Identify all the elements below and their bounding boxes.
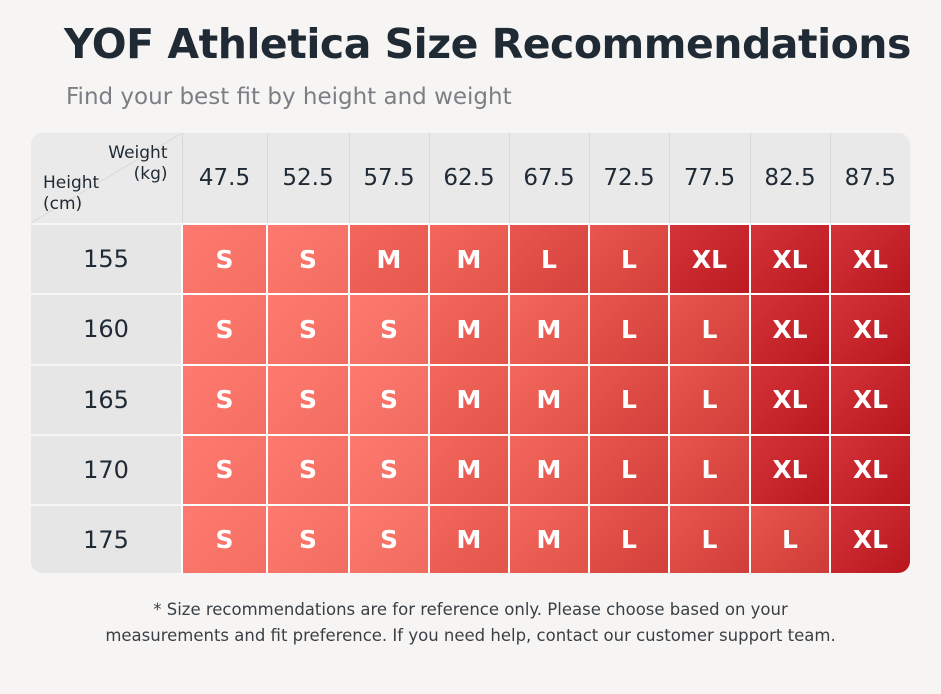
weight-column-header: 82.5 bbox=[749, 133, 830, 224]
footnote: * Size recommendations are for reference… bbox=[0, 597, 941, 649]
size-cell: M bbox=[428, 504, 509, 573]
size-cell: M bbox=[508, 363, 589, 435]
size-cell: XL bbox=[749, 363, 830, 435]
size-cell: S bbox=[348, 293, 429, 365]
height-axis-label: Height (cm) bbox=[43, 173, 99, 215]
size-cell: L bbox=[588, 363, 669, 435]
height-row-header: 165 bbox=[31, 363, 182, 435]
weight-unit: (kg) bbox=[133, 164, 168, 184]
size-cell: L bbox=[668, 293, 750, 365]
weight-label: Weight bbox=[108, 143, 168, 163]
height-row-header: 175 bbox=[31, 504, 182, 573]
table-row: 165 S S S M M L L XL XL bbox=[31, 363, 910, 435]
size-cell: XL bbox=[749, 222, 830, 295]
size-cell: XL bbox=[749, 293, 830, 365]
size-cell: M bbox=[428, 222, 509, 295]
footnote-line-1: * Size recommendations are for reference… bbox=[153, 600, 788, 619]
size-cell: S bbox=[348, 504, 429, 573]
weight-column-header: 67.5 bbox=[508, 133, 589, 224]
size-cell: L bbox=[668, 433, 750, 505]
weight-column-header: 72.5 bbox=[588, 133, 669, 224]
size-cell: L bbox=[508, 222, 589, 295]
table-row: 175 S S S M M L L L XL bbox=[31, 504, 910, 573]
table-row: 160 S S S M M L L XL XL bbox=[31, 293, 910, 365]
size-cell: M bbox=[508, 504, 589, 573]
weight-column-header: 52.5 bbox=[266, 133, 349, 224]
weight-column-header: 87.5 bbox=[829, 133, 910, 224]
size-cell: S bbox=[266, 222, 349, 295]
height-label: Height bbox=[43, 173, 100, 193]
size-cell: XL bbox=[829, 433, 910, 505]
size-cell: XL bbox=[668, 222, 750, 295]
size-cell: L bbox=[668, 504, 750, 573]
weight-axis-label: Weight (kg) bbox=[108, 143, 167, 185]
header-row: Weight (kg) Height (cm) 47.5 52.5 57.5 62.5… bbox=[31, 133, 910, 224]
size-cell: S bbox=[181, 222, 267, 295]
size-cell: L bbox=[588, 222, 669, 295]
size-cell: S bbox=[181, 293, 267, 365]
size-cell: S bbox=[348, 363, 429, 435]
size-cell: L bbox=[668, 363, 750, 435]
size-cell: M bbox=[348, 222, 429, 295]
table-row: 155 S S M M L L XL XL XL bbox=[31, 222, 910, 295]
size-cell: XL bbox=[829, 222, 910, 295]
size-chart-table: Weight (kg) Height (cm) 47.5 52.5 57.5 62.5… bbox=[31, 133, 910, 573]
size-cell: XL bbox=[749, 433, 830, 505]
size-cell: XL bbox=[829, 363, 910, 435]
page-subtitle: Find your best fit by height and weight bbox=[66, 84, 512, 110]
size-cell: L bbox=[588, 433, 669, 505]
size-cell: S bbox=[181, 433, 267, 505]
page-title: YOF Athletica Size Recommendations bbox=[64, 20, 911, 68]
table-body: 155 S S M M L L XL XL XL 160 S S S M M L L XL XL 165 S S S M M L L X… bbox=[31, 222, 910, 573]
height-row-header: 155 bbox=[31, 222, 182, 295]
size-cell: S bbox=[266, 504, 349, 573]
weight-column-header: 57.5 bbox=[348, 133, 429, 224]
height-row-header: 170 bbox=[31, 433, 182, 505]
size-cell: L bbox=[588, 504, 669, 573]
size-cell: M bbox=[428, 433, 509, 505]
size-cell: S bbox=[266, 363, 349, 435]
size-cell: M bbox=[428, 293, 509, 365]
size-cell: XL bbox=[829, 504, 910, 573]
size-cell: L bbox=[749, 504, 830, 573]
size-cell: M bbox=[428, 363, 509, 435]
table-row: 170 S S S M M L L XL XL bbox=[31, 433, 910, 505]
size-cell: S bbox=[266, 433, 349, 505]
weight-column-header: 62.5 bbox=[428, 133, 509, 224]
size-table: Weight (kg) Height (cm) 47.5 52.5 57.5 62.5… bbox=[31, 133, 910, 573]
height-row-header: 160 bbox=[31, 293, 182, 365]
size-cell: S bbox=[181, 504, 267, 573]
corner-header: Weight (kg) Height (cm) bbox=[31, 133, 182, 224]
height-unit: (cm) bbox=[43, 194, 83, 214]
size-cell: XL bbox=[829, 293, 910, 365]
size-cell: S bbox=[181, 363, 267, 435]
size-cell: S bbox=[266, 293, 349, 365]
footnote-line-2: measurements and fit preference. If you … bbox=[105, 626, 836, 645]
weight-column-header: 77.5 bbox=[668, 133, 750, 224]
size-cell: L bbox=[588, 293, 669, 365]
weight-column-header: 47.5 bbox=[181, 133, 267, 224]
size-cell: M bbox=[508, 433, 589, 505]
size-cell: M bbox=[508, 293, 589, 365]
size-cell: S bbox=[348, 433, 429, 505]
